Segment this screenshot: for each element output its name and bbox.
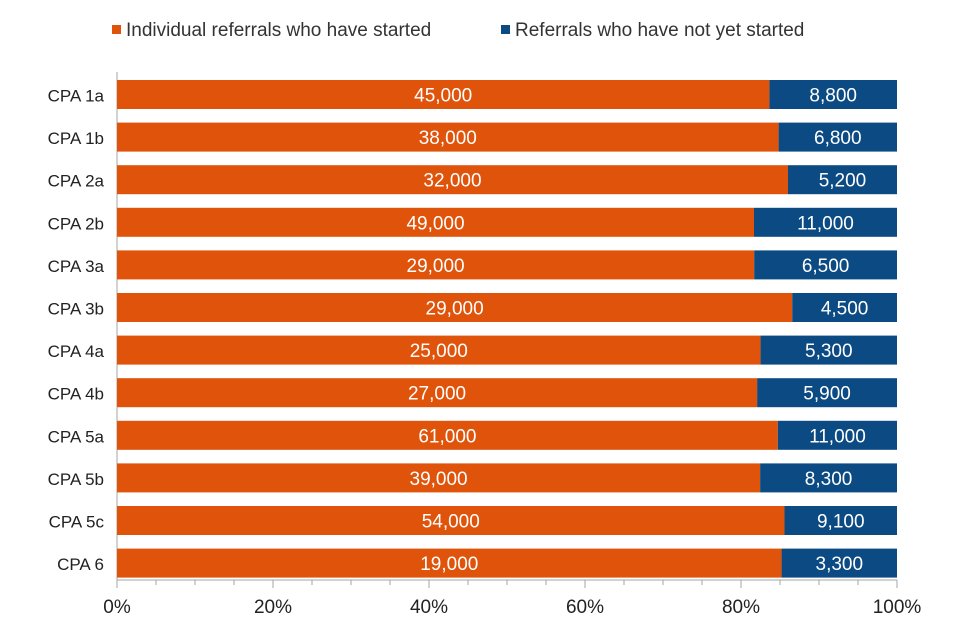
x-axis: 0% 20% 40% 60% 80% 100% bbox=[103, 72, 921, 618]
bar-not-started-3 bbox=[787, 165, 897, 195]
category-labels: CPA 1a CPA 1b CPA 2a CPA 2b CPA 3a CPA 3b CPA … bbox=[48, 87, 105, 575]
data-label-started-6: 29,000 bbox=[426, 299, 484, 320]
category-label-3: CPA 2a bbox=[48, 172, 105, 191]
category-label-8: CPA 4b bbox=[48, 385, 104, 404]
data-label-started-9: 61,000 bbox=[418, 426, 476, 447]
x-tick-label-3: 40% bbox=[410, 597, 448, 618]
data-label-started-3: 32,000 bbox=[423, 171, 481, 192]
bar-not-started-8 bbox=[757, 378, 897, 408]
bar-not-started-9 bbox=[777, 420, 897, 450]
category-label-11: CPA 5c bbox=[49, 513, 105, 532]
data-label-not-started-12: 3,300 bbox=[816, 554, 864, 575]
x-tick-label-6: 100% bbox=[873, 597, 922, 618]
bar-started-11 bbox=[117, 506, 785, 535]
category-label-4: CPA 2b bbox=[48, 214, 104, 233]
bar-not-started-1 bbox=[769, 80, 897, 109]
bar-not-started-7 bbox=[760, 335, 897, 365]
category-label-2: CPA 1b bbox=[48, 129, 104, 148]
bar-not-started-10 bbox=[760, 463, 897, 493]
bar-not-started-2 bbox=[778, 122, 897, 152]
category-label-9: CPA 5a bbox=[48, 427, 105, 446]
data-label-not-started-6: 4,500 bbox=[821, 299, 869, 320]
legend-swatch-2 bbox=[501, 25, 510, 34]
data-label-not-started-9: 11,000 bbox=[809, 426, 866, 447]
category-label-7: CPA 4a bbox=[48, 342, 105, 361]
bar-not-started-11 bbox=[784, 506, 897, 535]
category-label-5: CPA 3a bbox=[48, 257, 105, 276]
category-label-12: CPA 6 bbox=[57, 555, 104, 574]
bar-not-started-5 bbox=[754, 250, 897, 280]
data-label-not-started-8: 5,900 bbox=[803, 384, 851, 405]
bar-started-6 bbox=[117, 293, 793, 322]
x-tick-label-1: 0% bbox=[103, 597, 131, 618]
legend-swatch-1 bbox=[112, 25, 121, 34]
data-label-started-5: 29,000 bbox=[407, 256, 465, 277]
data-label-not-started-4: 11,000 bbox=[797, 213, 854, 234]
bar-started-10 bbox=[117, 463, 761, 493]
data-label-not-started-10: 8,300 bbox=[805, 469, 853, 490]
data-label-started-7: 25,000 bbox=[410, 341, 468, 362]
data-label-started-1: 45,000 bbox=[414, 86, 472, 107]
legend-label-1: Individual referrals who have started bbox=[126, 20, 431, 41]
bar-not-started-4 bbox=[754, 207, 897, 237]
bar-started-7 bbox=[117, 335, 761, 365]
data-label-not-started-1: 8,800 bbox=[809, 86, 857, 107]
data-label-started-12: 19,000 bbox=[420, 554, 478, 575]
legend-label-2: Referrals who have not yet started bbox=[515, 20, 804, 41]
bar-started-2 bbox=[117, 122, 779, 152]
data-label-not-started-3: 5,200 bbox=[819, 171, 867, 192]
data-label-not-started-2: 6,800 bbox=[814, 128, 862, 149]
data-label-not-started-5: 6,500 bbox=[802, 256, 850, 277]
legend: Individual referrals who have started Ref… bbox=[112, 20, 804, 41]
bar-not-started-6 bbox=[792, 293, 897, 322]
bar-not-started-12 bbox=[781, 548, 897, 578]
bar-started-5 bbox=[117, 250, 755, 280]
data-label-started-11: 54,000 bbox=[422, 512, 480, 533]
bar-started-9 bbox=[117, 420, 778, 450]
category-label-10: CPA 5b bbox=[48, 470, 104, 489]
bar-started-4 bbox=[117, 207, 754, 237]
bars: 45,000 8,800 38,000 6,800 32,000 5,200 49,000 1… bbox=[117, 80, 897, 578]
x-tick-label-5: 80% bbox=[722, 597, 760, 618]
bar-started-1 bbox=[117, 80, 770, 109]
bar-started-3 bbox=[117, 165, 788, 195]
bar-started-12 bbox=[117, 548, 782, 578]
data-label-started-2: 38,000 bbox=[419, 128, 477, 149]
data-label-not-started-7: 5,300 bbox=[805, 341, 853, 362]
data-label-not-started-11: 9,100 bbox=[817, 512, 865, 533]
bar-started-8 bbox=[117, 378, 758, 408]
data-label-started-8: 27,000 bbox=[408, 384, 466, 405]
x-tick-label-2: 20% bbox=[254, 597, 292, 618]
category-label-1: CPA 1a bbox=[48, 87, 105, 106]
data-label-started-4: 49,000 bbox=[406, 213, 464, 234]
category-label-6: CPA 3b bbox=[48, 300, 104, 319]
data-label-started-10: 39,000 bbox=[410, 469, 468, 490]
x-tick-label-4: 60% bbox=[566, 597, 604, 618]
